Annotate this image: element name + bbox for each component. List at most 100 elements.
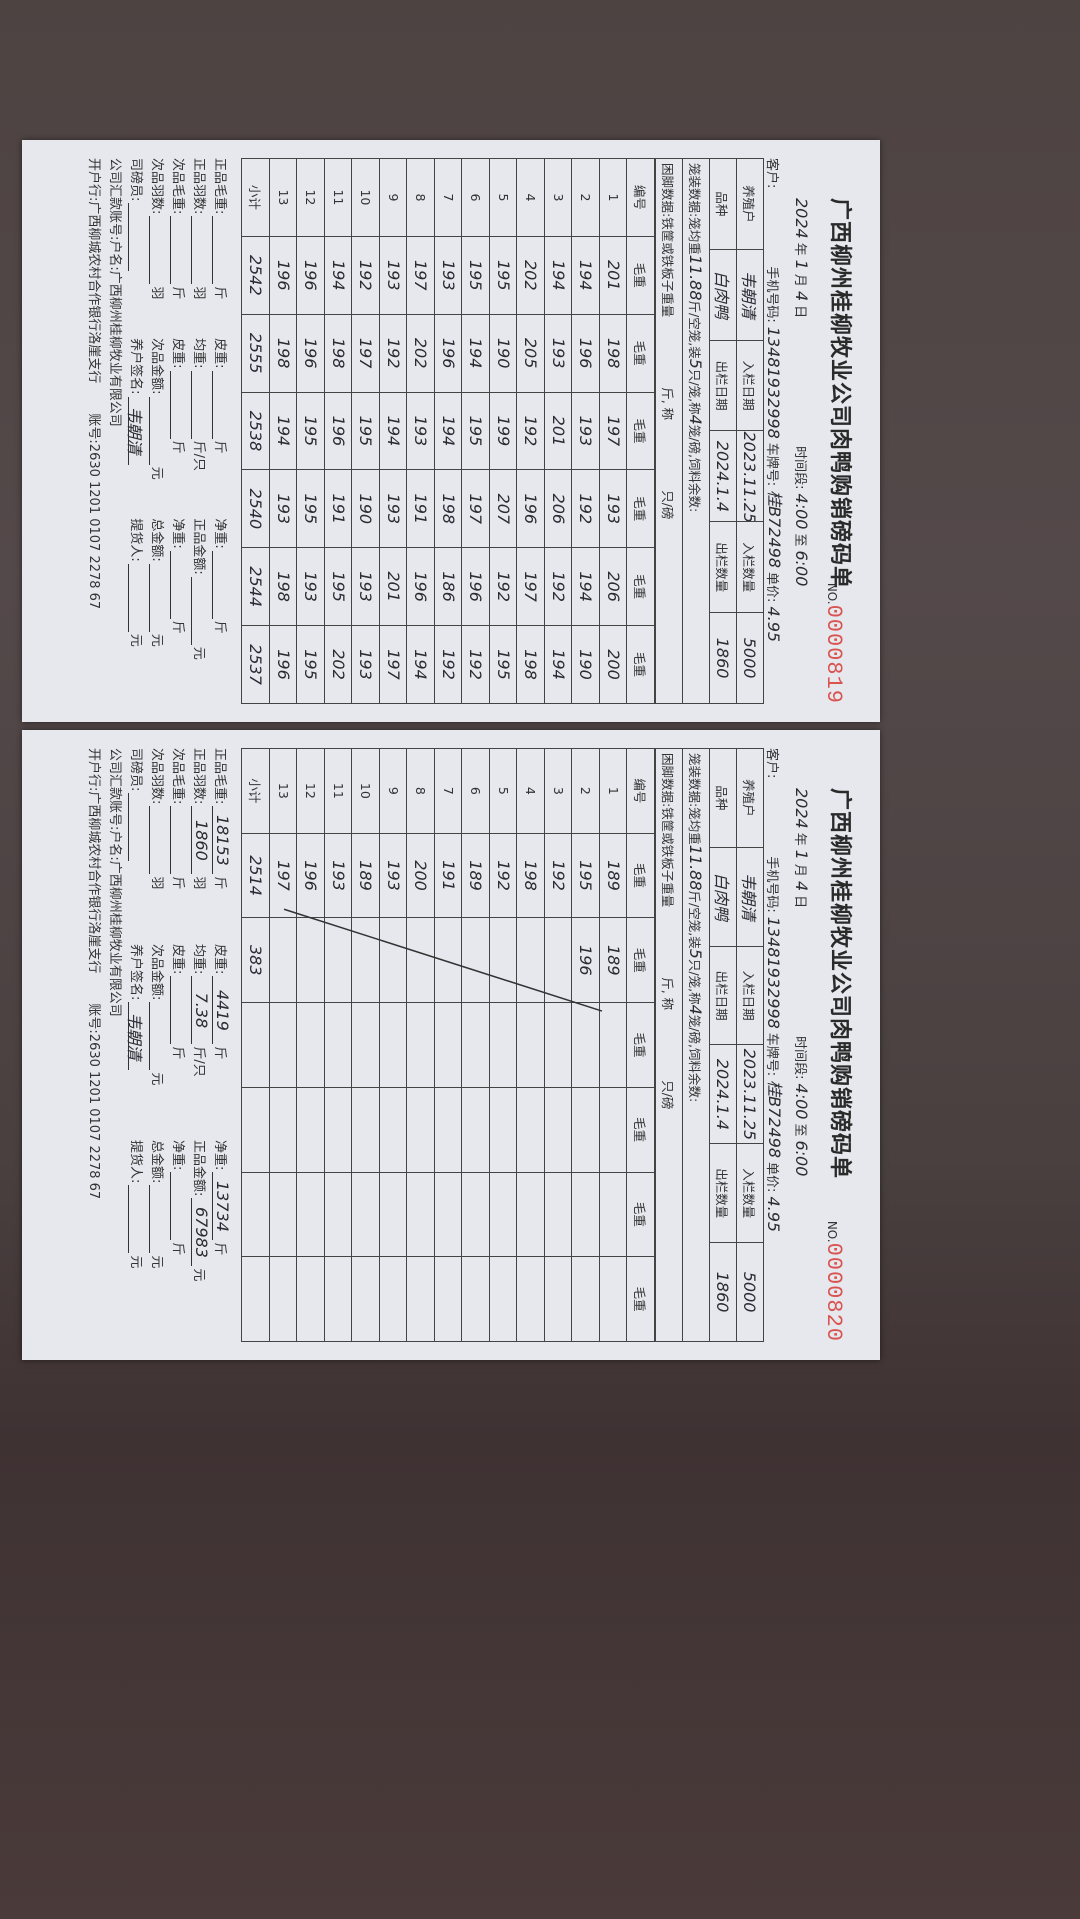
- weight-cell: 206: [599, 547, 627, 626]
- avg-unit: 斤/只: [191, 440, 207, 471]
- weight-cell: [544, 1087, 572, 1173]
- weight-cell: [269, 1256, 297, 1342]
- weight-cell: [407, 1256, 435, 1342]
- good-gross-value: 18153: [212, 806, 233, 875]
- out-date-value: 2024.1.4: [709, 1044, 737, 1144]
- weight-cell: 207: [489, 469, 517, 548]
- row-number: 4: [517, 158, 545, 237]
- table-row: 5 195 190 199 207 192 195: [489, 158, 517, 704]
- net-unit: 斤: [212, 620, 228, 634]
- weight-cell: 193: [407, 392, 435, 470]
- footer: 正品毛重: 斤皮重: 斤净重: 斤正品羽数: 羽均重: 斤/只 正品金额: 元次品毛重: 斤皮重…: [87, 158, 234, 704]
- account-name-label: 户名:: [107, 240, 123, 271]
- weight-cell: 192: [544, 833, 572, 918]
- weigh-value: 4: [686, 414, 706, 425]
- bad-count-value: [149, 806, 170, 875]
- farmer-sign-label: 养户签名:: [128, 944, 144, 1001]
- table-row: 6 195 194 195 197 196 192: [462, 158, 490, 704]
- good-count-value: [191, 216, 212, 285]
- weight-cell: [297, 917, 325, 1003]
- bad-tare-unit: 斤: [170, 1046, 186, 1060]
- weight-cell: 194: [462, 314, 490, 393]
- weight-cell: 192: [517, 392, 545, 470]
- row-number: 1: [599, 748, 627, 834]
- weight-cell: 193: [544, 314, 572, 393]
- out-date-label: 出栏日期: [709, 946, 737, 1045]
- farmer-sign-field: 养户签名: 韦朝清: [126, 944, 149, 1140]
- footer-line: 正品羽数: 1860 羽均重: 7.38 斤/只 正品金额: 67983 元: [191, 748, 213, 1342]
- weight-cell: [434, 1256, 462, 1342]
- weighing-slip: 广西柳州桂柳牧业公司肉鸭购销磅码单 NO.0000820 2024 年 1 月 4 日时间段:…: [22, 730, 880, 1360]
- tare-label: 皮重:: [212, 338, 228, 369]
- in-date-label: 入栏日期: [736, 946, 764, 1045]
- weight-cell: 194: [324, 236, 352, 315]
- table-row: 7 193 196 194 198 186 192: [434, 158, 462, 704]
- weight-cell: [434, 1172, 462, 1257]
- customer-row: 客户: 手机号码: 13481932998 车牌号: 桂B72498 单价: 4.95: [764, 158, 792, 704]
- serial-value: 0000819: [821, 604, 846, 704]
- bad-count-unit: 羽: [149, 876, 165, 890]
- table-row: 9 193: [379, 748, 407, 1342]
- weight-cell: [352, 917, 380, 1003]
- subtotal-cell: [242, 1002, 270, 1088]
- weight-cell: [324, 1256, 352, 1342]
- bad-tare-value: [170, 370, 191, 439]
- main-table-wrap: 编号 毛重 毛重 毛重 毛重 毛重 毛重 1 201 198 197 193 206 200 2 194 196…: [242, 158, 656, 704]
- date-year: 2024: [792, 788, 811, 829]
- weight-cell: 198: [269, 547, 297, 626]
- weight-cell: 201: [599, 236, 627, 315]
- tare-field: 皮重: 4419 斤: [212, 944, 233, 1140]
- out-qty-value: 1860: [709, 1242, 737, 1342]
- avg-unit: 斤/只: [191, 1046, 207, 1077]
- weighing-slip: 广西柳州桂柳牧业公司肉鸭购销磅码单 NO.0000819 2024 年 1 月 4 日时间段:…: [22, 140, 880, 722]
- row-number: 2: [572, 158, 600, 237]
- row-number: 3: [544, 748, 572, 834]
- weight-cell: [572, 1172, 600, 1257]
- weight-cell: 196: [297, 314, 325, 393]
- weight-cell: 197: [269, 833, 297, 918]
- bad-count-field: 次品羽数: 羽: [149, 748, 170, 944]
- weight-cell: [572, 1087, 600, 1173]
- table-row: 5 192: [489, 748, 517, 1342]
- bad-gross-label: 次品毛重:: [170, 158, 186, 215]
- weight-cell: [544, 1172, 572, 1257]
- weight-cell: [379, 1087, 407, 1173]
- in-qty-label: 入栏数量: [736, 521, 764, 613]
- account-name: 广西柳州桂柳牧业有限公司: [107, 270, 123, 427]
- account-name: 广西柳州桂柳牧业有限公司: [107, 860, 123, 1017]
- time-label: 时间段:: [792, 446, 807, 490]
- bad-gross-label: 次品毛重:: [170, 748, 186, 805]
- good-gross-label: 正品毛重:: [212, 158, 228, 215]
- weight-cell: [489, 1256, 517, 1342]
- bad-gross-field: 次品毛重: 斤: [170, 158, 191, 338]
- serial-label: NO.: [825, 582, 839, 605]
- cage-avg-label: 笼均重: [687, 807, 703, 845]
- row-number: 3: [544, 158, 572, 237]
- row-number: 13: [269, 748, 297, 834]
- row-number: 10: [352, 158, 380, 237]
- weight-cell: [517, 1002, 545, 1088]
- bad-amount-label: 次品金额:: [149, 944, 165, 1001]
- weight-cell: 186: [434, 547, 462, 626]
- weight-cell: 193: [434, 236, 462, 315]
- good-amount-value: 67983: [191, 1198, 212, 1267]
- row-number: 9: [379, 748, 407, 834]
- net-field: 净重: 斤: [212, 518, 233, 698]
- weight-cell: [352, 1172, 380, 1257]
- price-value: 4.95: [764, 1196, 783, 1233]
- subtotal-cell: 2514: [242, 833, 270, 918]
- bad-tare-field: 皮重: 斤: [170, 338, 191, 518]
- weight-cell: [517, 1087, 545, 1173]
- weight-cell: 194: [544, 236, 572, 315]
- bad-net-value: [170, 550, 191, 619]
- weight-cell: [407, 1172, 435, 1257]
- good-gross-field: 正品毛重: 18153 斤: [212, 748, 233, 944]
- out-date-label: 出栏日期: [709, 340, 737, 431]
- time-label: 时间段:: [792, 1036, 807, 1080]
- weight-cell: [462, 917, 490, 1003]
- weight-cell: [572, 1256, 600, 1342]
- weight-cell: 197: [407, 236, 435, 315]
- weight-cell: 192: [352, 236, 380, 315]
- weight-cell: [297, 1087, 325, 1173]
- bad-count-label: 次品羽数:: [149, 158, 165, 215]
